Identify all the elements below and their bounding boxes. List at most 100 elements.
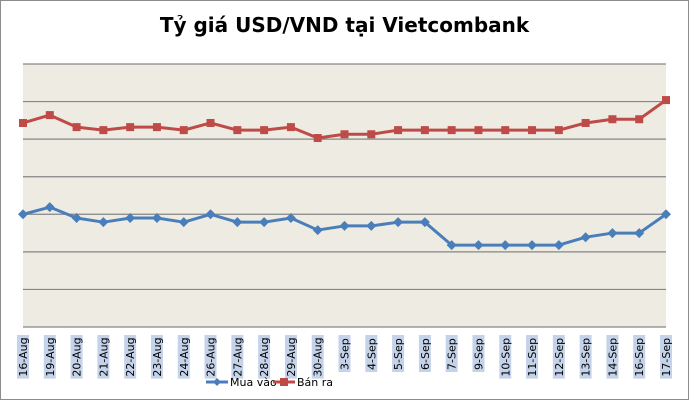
data-point-ban-ra <box>45 111 54 120</box>
x-tick-label: 30-Aug <box>312 337 325 376</box>
x-tick-label-bg <box>311 335 324 379</box>
data-point-mua-vao <box>553 240 564 251</box>
x-tick-label: 26-Aug <box>205 337 218 376</box>
data-point-mua-vao <box>312 225 323 236</box>
x-tick-label: 14-Sep <box>606 338 619 377</box>
plot-area <box>23 64 666 327</box>
x-tick-label-bg <box>472 335 485 372</box>
data-point-mua-vao <box>446 240 457 251</box>
data-point-mua-vao <box>527 240 538 251</box>
x-tick-label: 6-Sep <box>419 338 432 370</box>
data-point-ban-ra <box>260 126 269 135</box>
x-tick-label-bg <box>231 335 244 379</box>
data-point-mua-vao <box>151 213 162 224</box>
data-point-ban-ra <box>313 134 322 143</box>
data-point-ban-ra <box>233 126 242 135</box>
x-tick-label-bg <box>526 335 539 379</box>
data-point-mua-vao <box>366 220 377 231</box>
x-tick-label-bg <box>392 335 405 372</box>
x-tick-label: 21-Aug <box>97 337 110 376</box>
x-tick-label: 29-Aug <box>285 337 298 376</box>
data-point-mua-vao <box>661 209 671 220</box>
data-point-mua-vao <box>339 220 350 231</box>
data-point-mua-vao <box>285 213 296 224</box>
x-tick-label-bg <box>606 335 619 379</box>
x-tick-label-bg <box>204 335 217 379</box>
x-tick-label-bg <box>660 335 672 379</box>
data-point-ban-ra <box>152 123 161 132</box>
x-tick-label-bg <box>499 335 512 379</box>
x-tick-label-bg <box>150 335 163 379</box>
x-tick-label-bg <box>17 335 29 379</box>
x-tick-label: 16-Aug <box>17 337 30 376</box>
data-point-ban-ra <box>501 126 510 135</box>
data-point-ban-ra <box>608 115 617 124</box>
data-point-ban-ra <box>474 126 483 135</box>
x-tick-label-bg <box>579 335 592 379</box>
x-tick-label: 17-Sep <box>660 338 673 377</box>
data-point-ban-ra <box>206 118 215 127</box>
data-point-ban-ra <box>72 123 81 132</box>
x-tick-label: 13-Sep <box>580 338 593 377</box>
data-point-ban-ra <box>528 126 537 135</box>
x-tick-label: 20-Aug <box>71 337 84 376</box>
x-tick-label-bg <box>552 335 565 379</box>
data-point-ban-ra <box>126 123 135 132</box>
data-point-mua-vao <box>500 240 511 251</box>
data-point-ban-ra <box>394 126 403 135</box>
x-tick-label-bg <box>633 335 646 379</box>
data-point-mua-vao <box>232 217 243 228</box>
data-point-mua-vao <box>205 209 216 220</box>
x-tick-label-bg <box>445 335 458 372</box>
data-point-mua-vao <box>178 217 189 228</box>
data-point-mua-vao <box>634 228 645 239</box>
x-tick-label-bg <box>70 335 83 379</box>
x-tick-label-bg <box>97 335 110 379</box>
x-tick-label: 11-Sep <box>526 338 539 377</box>
x-tick-label: 19-Aug <box>44 337 57 376</box>
data-point-mua-vao <box>393 217 404 228</box>
x-tick-label: 16-Sep <box>633 338 646 377</box>
legend-marker <box>213 378 221 386</box>
data-point-mua-vao <box>18 209 28 220</box>
chart-title: Tỷ giá USD/VND tại Vietcombank <box>159 13 530 37</box>
data-point-ban-ra <box>581 118 590 127</box>
x-tick-label-bg <box>124 335 137 379</box>
x-tick-label-bg <box>258 335 271 379</box>
data-point-ban-ra <box>19 118 27 127</box>
x-tick-label-bg <box>365 335 378 372</box>
x-tick-label: 27-Aug <box>231 337 244 376</box>
data-point-mua-vao <box>259 217 270 228</box>
data-point-mua-vao <box>98 217 109 228</box>
x-tick-label: 24-Aug <box>178 337 191 376</box>
x-tick-label: 12-Sep <box>553 338 566 377</box>
data-point-mua-vao <box>71 213 82 224</box>
data-point-ban-ra <box>99 126 108 135</box>
x-tick-label: 23-Aug <box>151 337 164 376</box>
data-point-ban-ra <box>447 126 456 135</box>
data-point-ban-ra <box>554 126 563 135</box>
x-tick-label: 7-Sep <box>446 338 459 370</box>
x-tick-label: 5-Sep <box>392 338 405 370</box>
data-point-ban-ra <box>420 126 429 135</box>
x-tick-label: 22-Aug <box>124 337 137 376</box>
data-point-ban-ra <box>286 123 295 132</box>
x-tick-label: 9-Sep <box>472 338 485 370</box>
data-point-mua-vao <box>473 240 484 251</box>
x-tick-label: 28-Aug <box>258 337 271 376</box>
x-tick-label: 4-Sep <box>365 338 378 370</box>
x-tick-label-bg <box>418 335 431 372</box>
x-tick-label-bg <box>177 335 190 379</box>
data-point-ban-ra <box>367 130 376 139</box>
data-point-mua-vao <box>419 217 430 228</box>
x-tick-label: 10-Sep <box>499 338 512 377</box>
data-point-mua-vao <box>580 232 591 243</box>
x-tick-label-bg <box>338 335 351 372</box>
x-tick-label-bg <box>284 335 297 379</box>
legend-marker <box>280 378 288 386</box>
data-point-ban-ra <box>340 130 349 139</box>
data-point-ban-ra <box>635 115 644 124</box>
legend-label: Mua vào <box>230 376 277 389</box>
legend-label: Bán ra <box>297 376 333 389</box>
